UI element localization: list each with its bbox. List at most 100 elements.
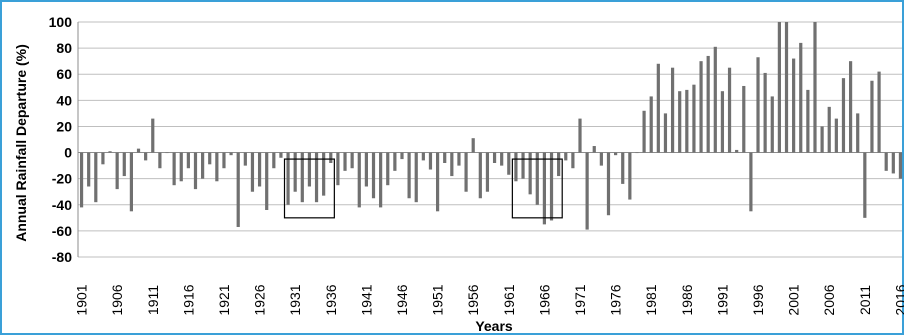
bar-1905 (108, 151, 112, 153)
bar-1991 (720, 91, 725, 153)
bar-1911 (151, 118, 155, 153)
bars (79, 22, 903, 230)
bar-1944 (386, 152, 390, 186)
x-tick-label: 1936 (323, 284, 339, 315)
bar-1907 (122, 152, 126, 177)
bar-1967 (549, 152, 554, 221)
bar-1997 (763, 72, 767, 153)
bar-1998 (770, 96, 774, 153)
bar-1951 (435, 152, 440, 212)
x-tick-label: 1966 (536, 284, 552, 315)
x-tick-label: 1946 (394, 284, 410, 315)
bar-1903 (94, 152, 98, 203)
bar-1917 (193, 152, 198, 190)
bar-1909 (136, 148, 141, 153)
y-tick-labels: -80 -60 -40 -20 0 20 40 60 80 100 (49, 14, 73, 265)
x-tick-label: 2001 (786, 284, 802, 315)
bar-2005 (820, 126, 824, 153)
bar-1954 (457, 152, 461, 166)
bar-2015 (891, 152, 895, 174)
bar-1963 (521, 152, 525, 179)
bar-1996 (756, 57, 760, 153)
bar-2002 (799, 42, 803, 153)
bar-2013 (877, 71, 881, 153)
bar-1972 (585, 152, 589, 230)
bar-1964 (528, 152, 532, 195)
bar-1982 (656, 63, 660, 153)
x-tick-label: 1931 (287, 284, 303, 315)
bar-2004 (813, 22, 817, 153)
bar-1939 (350, 152, 354, 169)
y-tick-label: 20 (56, 118, 72, 134)
bar-1953 (450, 152, 454, 177)
bar-1957 (478, 152, 482, 199)
highlight-boxes (283, 158, 563, 219)
bar-2016 (898, 152, 903, 179)
bar-1978 (628, 152, 632, 200)
bar-2000 (784, 22, 789, 153)
bar-2011 (863, 152, 867, 218)
bar-1974 (599, 152, 603, 166)
bar-1916 (186, 152, 190, 169)
bar-1979 (635, 152, 639, 154)
bar-2007 (834, 118, 838, 153)
bar-1928 (272, 152, 276, 169)
bar-1936 (329, 152, 333, 163)
x-tick-label: 1976 (608, 284, 624, 315)
x-tick-label: 1951 (430, 284, 446, 315)
bar-1994 (742, 85, 746, 153)
bar-2006 (827, 106, 831, 153)
y-tick-label: 0 (64, 145, 72, 161)
bar-2009 (848, 61, 853, 153)
bar-1921 (222, 152, 226, 169)
bar-2001 (792, 58, 796, 153)
y-tick-label: 60 (56, 66, 72, 82)
bar-1987 (692, 84, 696, 153)
x-tick-label: 1921 (216, 284, 232, 315)
bar-1956 (471, 138, 475, 153)
bar-1976 (614, 152, 618, 156)
bar-1919 (208, 152, 212, 165)
x-tick-label: 1986 (679, 284, 695, 315)
bar-1932 (300, 152, 304, 203)
y-tick-label: -40 (52, 197, 72, 213)
bar-1947 (407, 152, 411, 199)
x-tick-label: 1916 (180, 284, 196, 315)
bar-2014 (884, 152, 888, 171)
bar-1995 (749, 152, 753, 212)
bar-2012 (870, 80, 874, 153)
x-tick-label: 1926 (252, 284, 268, 315)
x-tick-label: 1956 (465, 284, 481, 315)
bar-1908 (129, 152, 133, 212)
bar-1959 (492, 152, 497, 163)
bar-1970 (571, 152, 575, 169)
bar-1960 (500, 152, 504, 166)
bar-1927 (265, 152, 269, 210)
x-tick-label: 1971 (572, 284, 588, 315)
bar-1986 (685, 89, 689, 153)
x-tick-label: 2016 (892, 284, 904, 315)
x-axis-title: Years (475, 318, 513, 334)
x-tick-label: 1901 (74, 284, 90, 315)
bar-1952 (443, 152, 447, 163)
bar-1992 (727, 67, 732, 153)
bar-1941 (364, 152, 368, 187)
bar-1937 (336, 152, 340, 186)
x-tick-label: 1941 (358, 284, 374, 315)
y-axis-title: Annual Rainfall Departure (%) (13, 44, 29, 242)
bar-1946 (400, 152, 404, 160)
bar-1988 (699, 61, 703, 153)
y-tick-label: 40 (56, 92, 72, 108)
bar-1930 (286, 152, 290, 205)
bar-1969 (564, 152, 568, 161)
highlight-box-1 (283, 158, 335, 219)
y-tick-label: 100 (49, 14, 73, 30)
bar-1901 (79, 152, 84, 208)
bar-1922 (229, 152, 233, 156)
bar-1981 (649, 96, 653, 153)
bar-1971 (578, 118, 582, 153)
bar-1962 (514, 152, 518, 182)
bar-1910 (144, 152, 148, 161)
highlight-box-2 (511, 158, 563, 219)
bar-1924 (243, 152, 247, 166)
